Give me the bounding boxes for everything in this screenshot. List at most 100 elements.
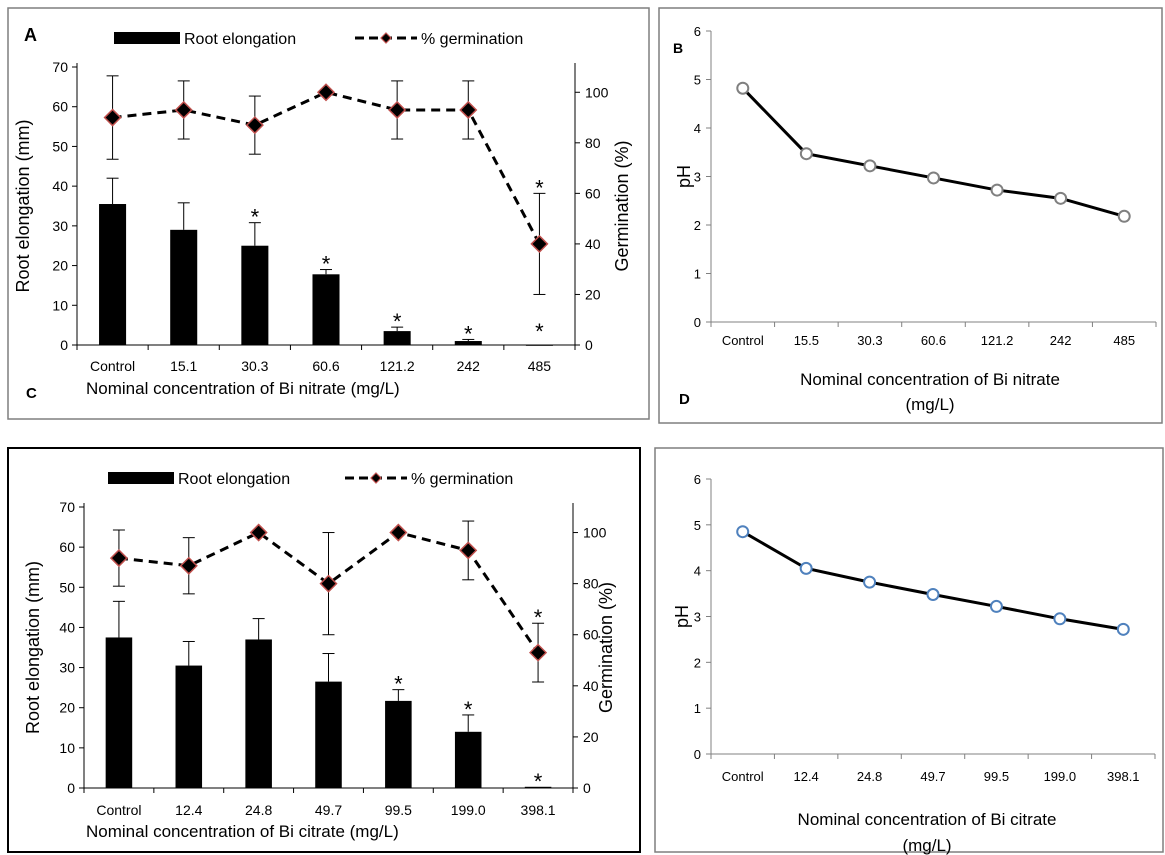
germination-point bbox=[109, 549, 128, 568]
significance-marker: * bbox=[464, 321, 473, 346]
germination-point bbox=[459, 100, 478, 120]
chart-nitrate-ph: 0 1 2 3 4 5 6 Control 15.5 30.3 60.6 121.2 242 485 pH N… bbox=[674, 24, 1157, 414]
bar bbox=[525, 345, 553, 346]
bar bbox=[245, 639, 272, 788]
panel-frame-citrate-ph bbox=[654, 447, 1164, 853]
x-tick-label: 30.3 bbox=[857, 333, 882, 348]
y-tick-label: 0 bbox=[694, 315, 701, 330]
y2-tick-label: 20 bbox=[583, 729, 599, 745]
x-tick-label: 15.1 bbox=[170, 358, 197, 374]
germination-point bbox=[319, 574, 338, 593]
bar bbox=[454, 731, 482, 788]
significance-marker: * bbox=[394, 672, 403, 697]
x-axis-title-line2: (mg/L) bbox=[905, 395, 954, 414]
ph-point bbox=[1117, 209, 1131, 223]
y-tick-label: 0 bbox=[694, 747, 701, 762]
germination-point bbox=[249, 523, 268, 542]
x-tick-label: 398.1 bbox=[1107, 769, 1140, 784]
ph-point bbox=[1116, 622, 1130, 636]
x-tick-label: 60.6 bbox=[312, 358, 339, 374]
x-tick-label: 24.8 bbox=[857, 769, 882, 784]
bar bbox=[454, 341, 482, 345]
y-axis-title: Root elongation (mm) bbox=[13, 119, 33, 292]
x-tick-label: 398.1 bbox=[521, 802, 556, 818]
x-tick-label: 24.8 bbox=[245, 802, 272, 818]
ph-point bbox=[799, 561, 813, 575]
legend-line-marker bbox=[370, 472, 382, 484]
y-tick-label: 10 bbox=[52, 297, 68, 313]
y-tick-label: 50 bbox=[52, 138, 68, 154]
germination-point bbox=[530, 234, 549, 253]
germination-point bbox=[529, 643, 548, 662]
y-tick-label: 60 bbox=[52, 99, 68, 115]
y2-tick-label: 20 bbox=[585, 286, 601, 302]
x-axis-title-line1: Nominal concentration of Bi nitrate bbox=[800, 370, 1060, 389]
germination-point bbox=[103, 108, 122, 127]
y-tick-label: 6 bbox=[694, 472, 701, 487]
y-axis-title: pH bbox=[672, 605, 692, 628]
x-axis-title: Nominal concentration of Bi citrate (mg/… bbox=[86, 822, 399, 841]
bar bbox=[315, 681, 342, 788]
ph-point bbox=[989, 599, 1003, 613]
panel-label-a: A bbox=[24, 25, 37, 45]
y-tick-label: 6 bbox=[694, 24, 701, 39]
ph-point bbox=[990, 183, 1004, 197]
y-tick-label: 40 bbox=[59, 619, 75, 635]
legend-line-label: % germination bbox=[421, 31, 523, 48]
ph-point bbox=[736, 81, 750, 95]
x-tick-label: 242 bbox=[1050, 333, 1072, 348]
y2-tick-label: 60 bbox=[585, 185, 601, 201]
y-tick-label: 4 bbox=[694, 121, 701, 136]
bar bbox=[312, 274, 340, 345]
y-tick-label: 1 bbox=[694, 701, 701, 716]
significance-marker: * bbox=[393, 309, 402, 334]
x-tick-label: Control bbox=[722, 333, 764, 348]
y-tick-label: 4 bbox=[694, 564, 701, 579]
x-axis-title-line1: Nominal concentration of Bi citrate bbox=[798, 810, 1057, 829]
x-tick-label: 49.7 bbox=[315, 802, 342, 818]
y-tick-label: 30 bbox=[52, 218, 68, 234]
x-axis-title-line2: (mg/L) bbox=[902, 836, 951, 855]
x-tick-label: 199.0 bbox=[451, 802, 486, 818]
panel-label-c: C bbox=[26, 385, 37, 402]
x-tick-label: 121.2 bbox=[380, 358, 415, 374]
legend-bar-swatch bbox=[114, 32, 180, 44]
x-tick-label: Control bbox=[722, 769, 764, 784]
y-tick-label: 3 bbox=[694, 170, 701, 185]
legend-line-marker bbox=[380, 32, 392, 44]
y2-tick-label: 0 bbox=[583, 780, 591, 796]
y-tick-label: 0 bbox=[67, 780, 75, 796]
panel-frame-citrate-root bbox=[7, 447, 641, 853]
y-tick-label: 0 bbox=[60, 337, 68, 353]
chart-citrate-root-germination: 0 10 20 30 40 50 60 70 0 20 40 60 80 100 Control 12.4 24… bbox=[23, 471, 616, 841]
bar bbox=[105, 637, 133, 788]
x-tick-label: 60.6 bbox=[921, 333, 946, 348]
y2-tick-label: 100 bbox=[583, 525, 607, 541]
x-axis-title: Nominal concentration of Bi nitrate (mg/… bbox=[86, 379, 400, 398]
y2-tick-label: 40 bbox=[585, 236, 601, 252]
x-tick-label: 242 bbox=[457, 358, 481, 374]
ph-point bbox=[1053, 612, 1067, 626]
x-tick-label: 99.5 bbox=[984, 769, 1009, 784]
y-axis-title: Root elongation (mm) bbox=[23, 561, 43, 734]
germination-point bbox=[179, 556, 198, 575]
y-tick-label: 20 bbox=[59, 700, 75, 716]
x-tick-label: 485 bbox=[1113, 333, 1135, 348]
y2-axis-title: Germination (%) bbox=[612, 140, 632, 271]
y-tick-label: 1 bbox=[694, 267, 701, 282]
x-tick-label: 121.2 bbox=[981, 333, 1014, 348]
bar bbox=[241, 245, 269, 345]
y-tick-label: 10 bbox=[59, 740, 75, 756]
ph-point bbox=[863, 575, 877, 589]
panel-label-d: D bbox=[679, 391, 690, 408]
bar bbox=[170, 229, 198, 345]
legend-bar-label: Root elongation bbox=[184, 31, 296, 48]
bar bbox=[175, 665, 203, 788]
y-axis-title: pH bbox=[674, 165, 694, 188]
x-tick-label: Control bbox=[90, 358, 135, 374]
panel-frame-nitrate-ph bbox=[658, 7, 1163, 424]
significance-marker: * bbox=[535, 175, 544, 200]
legend-bar-label: Root elongation bbox=[178, 471, 290, 488]
y-tick-label: 5 bbox=[694, 73, 701, 88]
x-tick-label: 15.5 bbox=[794, 333, 819, 348]
